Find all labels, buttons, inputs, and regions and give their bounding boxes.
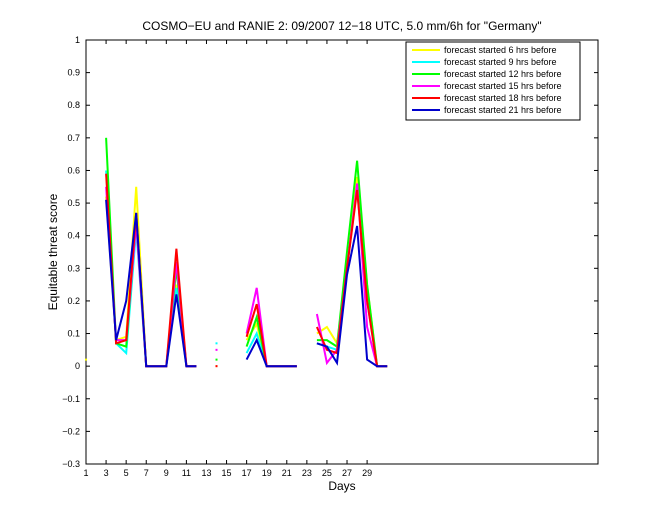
y-tick-label: −0.2 — [62, 426, 80, 436]
x-tick-label: 5 — [124, 468, 129, 478]
y-tick-label: 0 — [75, 361, 80, 371]
series-point — [215, 365, 218, 368]
y-tick-label: 0.2 — [67, 296, 80, 306]
legend-entry: forecast started 21 hrs before — [444, 105, 562, 115]
legend-entry: forecast started 15 hrs before — [444, 81, 562, 91]
y-tick-label: 1 — [75, 35, 80, 45]
y-axis: −0.3 −0.2 −0.1 0 0.1 0.2 0.3 0.4 0.5 0.6 0.7 0.8 0.9… — [62, 35, 598, 469]
y-tick-label: 0.3 — [67, 263, 80, 273]
x-tick-label: 3 — [104, 468, 109, 478]
series-6 — [105, 199, 388, 368]
legend-entry: forecast started 18 hrs before — [444, 93, 562, 103]
y-tick-label: −0.1 — [62, 394, 80, 404]
series-point — [85, 358, 87, 361]
x-tick-label: 21 — [282, 468, 292, 478]
series-point — [215, 348, 218, 351]
legend-entry: forecast started 12 hrs before — [444, 69, 562, 79]
series-point — [215, 358, 218, 361]
y-tick-label: 0.4 — [67, 231, 80, 241]
series-line — [316, 225, 388, 368]
x-axis-label: Days — [328, 479, 355, 493]
x-tick-label: 17 — [242, 468, 252, 478]
y-tick-label: −0.3 — [62, 459, 80, 469]
legend: forecast started 6 hrs before forecast st… — [405, 41, 581, 121]
x-tick-label: 19 — [262, 468, 272, 478]
x-tick-label: 11 — [182, 468, 191, 478]
x-tick-label: 1 — [83, 468, 88, 478]
series-line — [245, 337, 297, 368]
y-tick-label: 0.9 — [67, 68, 80, 78]
series-layer — [85, 137, 388, 368]
x-tick-label: 13 — [201, 468, 211, 478]
legend-entry: forecast started 9 hrs before — [444, 57, 557, 67]
x-tick-label: 27 — [342, 468, 352, 478]
y-tick-label: 0.1 — [67, 329, 80, 339]
x-axis: 1 3 5 7 9 11 13 15 17 19 21 23 25 27 29 — [83, 40, 372, 478]
legend-box — [405, 41, 581, 121]
x-tick-label: 25 — [322, 468, 332, 478]
x-tick-label: 7 — [144, 468, 149, 478]
y-tick-label: 0.7 — [67, 133, 80, 143]
series-line — [105, 199, 197, 368]
y-tick-label: 0.6 — [67, 165, 80, 175]
y-tick-label: 0.5 — [67, 198, 80, 208]
legend-entry: forecast started 6 hrs before — [444, 45, 557, 55]
x-tick-label: 29 — [362, 468, 372, 478]
y-tick-label: 0.8 — [67, 100, 80, 110]
y-axis-label: Equitable threat score — [46, 193, 60, 310]
chart-title: COSMO−EU and RANIE 2: 09/2007 12−18 UTC,… — [142, 19, 541, 33]
x-tick-label: 9 — [164, 468, 169, 478]
series-point — [215, 342, 218, 345]
x-tick-label: 23 — [302, 468, 312, 478]
x-tick-label: 15 — [222, 468, 232, 478]
